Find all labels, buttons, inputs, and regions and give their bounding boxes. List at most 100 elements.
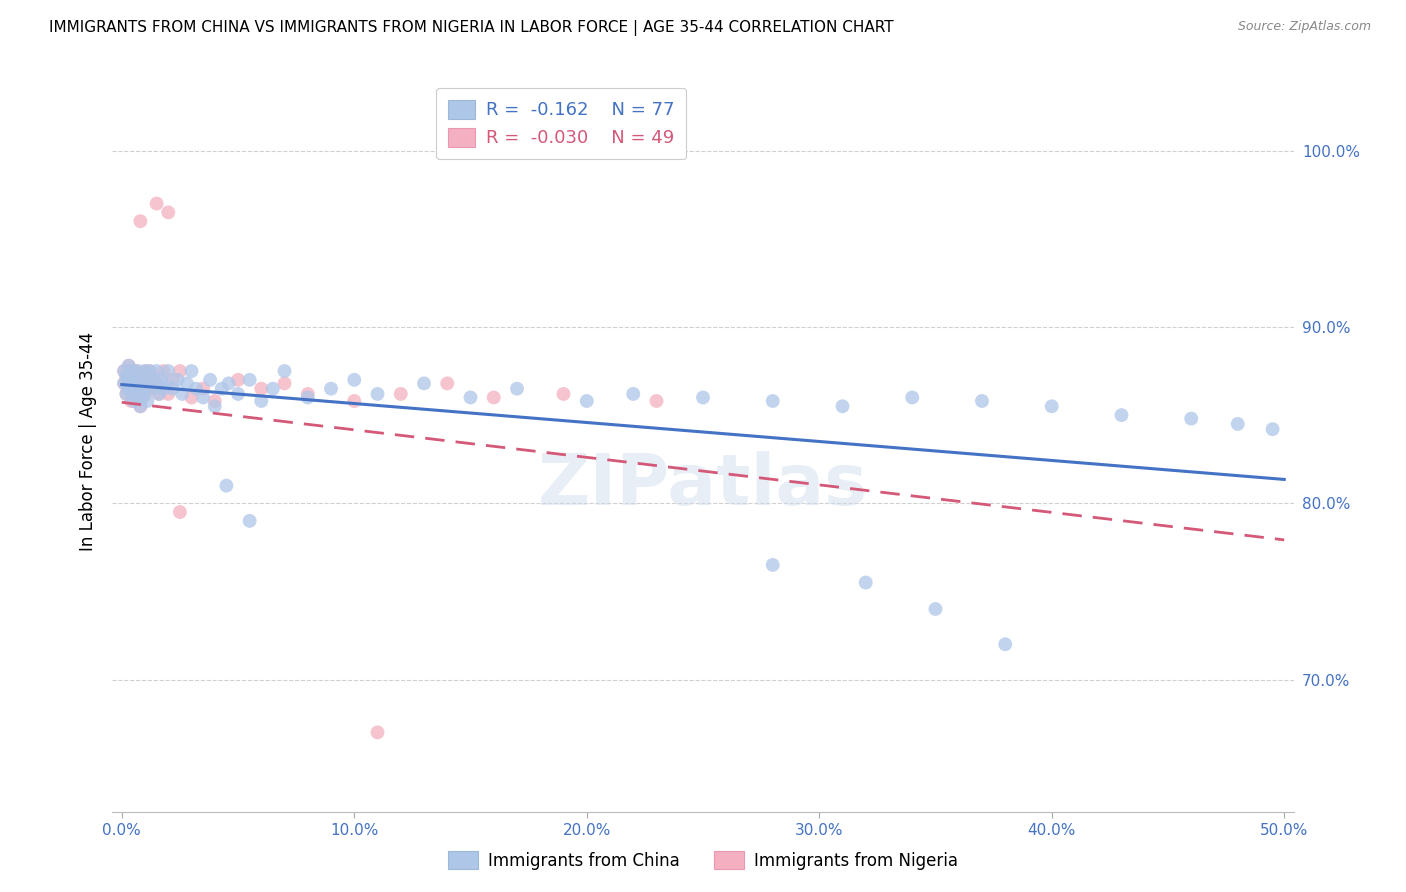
Point — [129, 214, 152, 228]
Point — [180, 364, 202, 378]
Point — [118, 382, 141, 396]
Point — [553, 387, 575, 401]
Point — [120, 364, 142, 378]
Point — [129, 399, 152, 413]
Point — [145, 376, 167, 391]
Point — [172, 387, 194, 401]
Point — [226, 387, 249, 401]
Point — [198, 373, 221, 387]
Point — [367, 725, 389, 739]
Point — [1040, 399, 1063, 413]
Point — [343, 373, 366, 387]
Text: IMMIGRANTS FROM CHINA VS IMMIGRANTS FROM NIGERIA IN LABOR FORCE | AGE 35-44 CORR: IMMIGRANTS FROM CHINA VS IMMIGRANTS FROM… — [49, 20, 894, 36]
Point — [120, 394, 142, 409]
Point — [1180, 411, 1202, 425]
Point — [112, 364, 135, 378]
Point — [120, 387, 142, 401]
Point — [157, 387, 180, 401]
Point — [138, 364, 160, 378]
Point — [273, 364, 295, 378]
Point — [204, 399, 226, 413]
Point — [162, 373, 184, 387]
Point — [226, 373, 249, 387]
Point — [575, 394, 598, 409]
Y-axis label: In Labor Force | Age 35-44: In Labor Force | Age 35-44 — [79, 332, 97, 551]
Point — [297, 391, 319, 405]
Point — [136, 373, 159, 387]
Point — [127, 373, 149, 387]
Point — [191, 382, 214, 396]
Point — [112, 364, 135, 378]
Point — [129, 373, 152, 387]
Point — [134, 387, 156, 401]
Point — [115, 387, 138, 401]
Point — [122, 369, 145, 384]
Point — [138, 364, 160, 378]
Point — [134, 364, 156, 378]
Point — [115, 387, 138, 401]
Point — [122, 387, 145, 401]
Point — [250, 382, 273, 396]
Point — [136, 394, 159, 409]
Point — [131, 391, 153, 405]
Point — [122, 394, 145, 409]
Point — [129, 382, 152, 396]
Point — [1261, 422, 1284, 436]
Point — [186, 382, 208, 396]
Point — [127, 364, 149, 378]
Point — [506, 382, 529, 396]
Point — [143, 373, 166, 387]
Point — [112, 376, 135, 391]
Point — [152, 382, 174, 396]
Point — [166, 373, 188, 387]
Point — [162, 382, 184, 396]
Point — [125, 364, 148, 378]
Point — [621, 387, 644, 401]
Point — [297, 387, 319, 401]
Point — [115, 369, 138, 384]
Point — [148, 387, 170, 401]
Point — [118, 359, 141, 373]
Point — [367, 387, 389, 401]
Point — [152, 364, 174, 378]
Point — [218, 376, 240, 391]
Point — [120, 364, 142, 378]
Point — [134, 382, 156, 396]
Point — [180, 391, 202, 405]
Point — [319, 382, 342, 396]
Point — [273, 376, 295, 391]
Text: ZIPatlas: ZIPatlas — [538, 451, 868, 520]
Point — [127, 387, 149, 401]
Point — [118, 382, 141, 396]
Point — [157, 364, 180, 378]
Point — [125, 382, 148, 396]
Point — [831, 399, 853, 413]
Point — [125, 373, 148, 387]
Point — [141, 382, 163, 396]
Point — [145, 364, 167, 378]
Point — [645, 394, 668, 409]
Point — [250, 394, 273, 409]
Point — [924, 602, 946, 616]
Point — [762, 558, 785, 572]
Point — [191, 391, 214, 405]
Point — [143, 373, 166, 387]
Point — [176, 376, 198, 391]
Point — [692, 391, 714, 405]
Point — [155, 376, 177, 391]
Point — [413, 376, 436, 391]
Point — [1111, 408, 1133, 422]
Point — [131, 369, 153, 384]
Point — [762, 394, 785, 409]
Point — [122, 364, 145, 378]
Point — [120, 373, 142, 387]
Point — [901, 391, 924, 405]
Point — [134, 364, 156, 378]
Point — [148, 387, 170, 401]
Point — [855, 575, 877, 590]
Point — [211, 382, 233, 396]
Point — [127, 391, 149, 405]
Point — [436, 376, 458, 391]
Point — [136, 373, 159, 387]
Point — [169, 505, 191, 519]
